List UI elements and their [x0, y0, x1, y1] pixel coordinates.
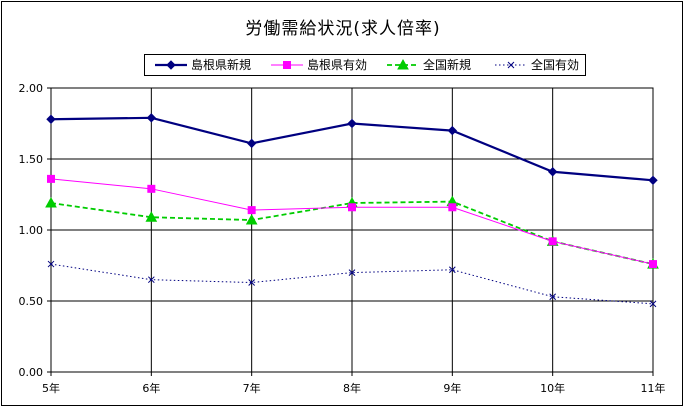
- legend-swatch-3: [495, 61, 527, 69]
- series-0-point-0: [46, 114, 56, 124]
- x-tick-label-0: 5年: [42, 381, 60, 395]
- series-1-point-4: [448, 203, 457, 212]
- x-tick-label-2: 7年: [243, 381, 261, 395]
- series-1-point-5: [548, 237, 557, 246]
- y-tick-label-4: 2.00: [19, 82, 44, 95]
- series-0-point-3: [347, 118, 357, 129]
- series-3-point-3: [348, 269, 356, 276]
- y-tick-label-1: 0.50: [19, 295, 44, 308]
- series-3-point-1: [147, 276, 155, 284]
- series-1-point-0: [47, 174, 55, 183]
- series-2-point-1: [145, 211, 158, 222]
- series-1-point-1: [147, 184, 156, 193]
- series-3-point-5: [549, 293, 557, 301]
- legend-label-1: 島根県有効: [307, 58, 368, 72]
- series-3-point-4: [448, 266, 456, 274]
- legend-swatch-marker-2: [397, 58, 409, 70]
- y-tick-label-2: 1.00: [19, 224, 44, 237]
- legend-swatch-marker-3: [507, 61, 515, 69]
- series-0-point-1: [146, 113, 157, 123]
- series-0-point-6: [648, 175, 658, 186]
- chart-title: 労働需給状況(求人倍率): [245, 19, 441, 39]
- legend-label-2: 全国新規: [423, 58, 472, 72]
- legend-swatch-marker-1: [283, 61, 291, 69]
- series-1-point-6: [649, 260, 657, 269]
- x-tick-label-6: 11年: [641, 381, 666, 395]
- legend: 島根県新規 島根県有効 全国新規 全国有効: [144, 54, 586, 76]
- y-tick-label-0: 0.00: [19, 366, 44, 379]
- x-tick-label-1: 6年: [142, 381, 160, 395]
- legend-label-3: 全国有効: [531, 58, 580, 72]
- series-0-point-4: [447, 125, 458, 136]
- x-tick-label-4: 9年: [443, 381, 461, 395]
- legend-swatch-marker-0: [166, 60, 176, 70]
- x-tick-label-5: 10年: [540, 381, 565, 395]
- x-tick-label-3: 8年: [343, 381, 361, 395]
- series-2-point-0: [45, 196, 57, 208]
- legend-swatch-0: [155, 60, 187, 70]
- series-1-point-2: [247, 206, 256, 215]
- y-tick-label-3: 1.50: [19, 153, 44, 166]
- series-3-point-2: [248, 279, 256, 286]
- legend-swatch-2: [387, 58, 419, 70]
- series-0-point-5: [547, 167, 558, 177]
- legend-swatch-1: [271, 61, 303, 69]
- series-1-point-3: [348, 203, 356, 212]
- series-3-point-0: [47, 260, 55, 268]
- series-0-point-2: [246, 138, 257, 149]
- legend-label-0: 島根県新規: [191, 58, 252, 72]
- series-3-point-6: [649, 300, 657, 308]
- series-2-point-2: [245, 214, 258, 225]
